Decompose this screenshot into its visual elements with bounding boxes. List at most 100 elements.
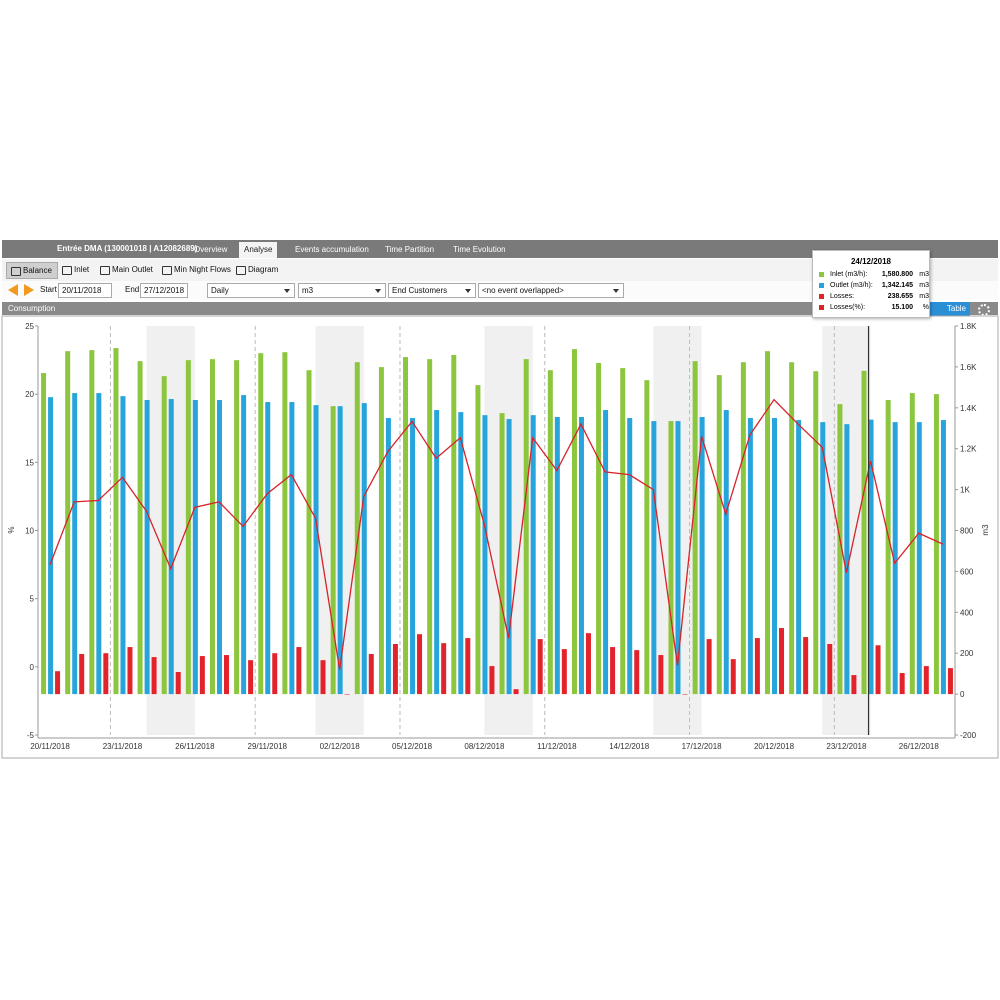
bar [120,396,126,695]
bar [185,360,191,695]
bar [337,406,343,695]
bar [65,351,71,695]
bar [820,422,826,695]
bar [506,419,512,695]
tooltip-label: Outlet (m3/h): [830,282,873,289]
start-label: Start [40,285,57,294]
bar [851,675,857,695]
bar [754,638,760,695]
bar [458,412,464,695]
bar [651,421,657,695]
bar [79,654,85,695]
y-axis-title: % [7,526,16,533]
bar [779,628,785,695]
y-tick-label: 5 [30,595,35,604]
bar [48,397,54,695]
sub-tab[interactable]: Balance [6,262,58,279]
bar [72,393,78,695]
x-tick-label: 26/11/2018 [175,742,215,751]
x-tick-label: 23/12/2018 [826,742,867,751]
y-tick-label: 0 [30,663,35,672]
bar [499,413,505,695]
bar [947,668,953,695]
bar [417,634,423,695]
bar [813,371,819,695]
bar [192,400,198,695]
panel-title: Consumption [8,304,56,313]
sub-tab[interactable]: Inlet [58,262,94,277]
prev-button[interactable] [8,284,18,296]
tooltip-row: Inlet (m3/h): 1,580.800 m3 [819,271,929,281]
bar [513,689,519,695]
bar [789,362,795,695]
bar [282,352,288,695]
bar [41,373,47,695]
bar [868,419,874,695]
settings-button[interactable] [978,304,990,316]
unit-select[interactable]: m3 [298,283,386,298]
bar [682,694,688,695]
sub-tab[interactable]: Main Outlet [96,262,158,277]
y2-tick-label: 400 [960,608,974,617]
customers-select[interactable]: End Customers [388,283,476,298]
tab[interactable]: Events accumulation [295,245,369,254]
bar [103,653,109,695]
tooltip-value: 15.100 [891,304,913,311]
bar [837,404,843,695]
bar [151,657,157,695]
y-tick-label: 25 [25,322,34,331]
x-tick-label: 02/12/2018 [320,742,361,751]
tab[interactable]: Time Evolution [453,245,506,254]
y2-axis-title: m3 [981,524,990,536]
panel-header: Consumption Table [2,302,998,316]
table-button[interactable]: Table [930,302,970,316]
bar [740,362,746,695]
end-label: End [125,285,140,294]
bar [296,647,302,695]
next-button[interactable] [24,284,34,296]
bar [730,659,736,695]
tab[interactable]: Analyse [239,242,278,258]
tooltip-row: Outlet (m3/h): 1,342.145 m3 [819,282,929,292]
tab[interactable]: Time Partition [385,245,435,254]
legend-swatch [819,272,824,277]
start-input[interactable]: 20/11/2018 [58,283,112,298]
tab[interactable]: Overview [194,245,228,254]
tooltip-row: Losses(%): 15.100% [819,304,929,314]
bar [265,402,271,695]
bar [410,418,416,695]
bar [765,351,771,695]
interval-select[interactable]: Daily [207,283,295,298]
end-input[interactable]: 27/12/2018 [140,283,188,298]
bar [634,650,640,695]
bar [434,410,440,695]
bar [668,421,674,695]
x-tick-label: 05/12/2018 [392,742,433,751]
bar [127,647,133,695]
events-select[interactable]: <no event overlapped> [478,283,624,298]
bar [723,410,729,695]
bar [209,359,215,695]
bar [571,349,577,695]
y2-tick-label: -200 [960,731,977,740]
tooltip-label: Losses(%): [830,304,866,311]
sub-tab[interactable]: Diagram [232,262,283,277]
y2-tick-label: 600 [960,567,974,576]
tooltip-value: 238.655 [887,293,913,300]
tooltip-unit: m3 [919,271,929,278]
legend-swatch [819,305,824,310]
bar [55,671,61,695]
bar [706,639,712,695]
top-bar: Entrée DMA (130001018 | A12082689) Overv… [2,240,998,258]
tooltip-unit: m3 [919,293,929,300]
dma-title: Entrée DMA (130001018 | A12082689) [57,244,198,253]
bar [692,361,698,695]
legend-swatch [819,283,824,288]
bar [796,420,802,695]
y2-tick-label: 1.2K [960,445,977,454]
tooltip-value: 1,580.800 [881,271,913,278]
bar [644,380,650,695]
sub-tab[interactable]: Min Night Flows [158,262,236,277]
tooltip: 24/12/2018 Inlet (m3/h): 1,580.800 m3 Outle… [812,250,930,318]
bar [361,403,367,695]
